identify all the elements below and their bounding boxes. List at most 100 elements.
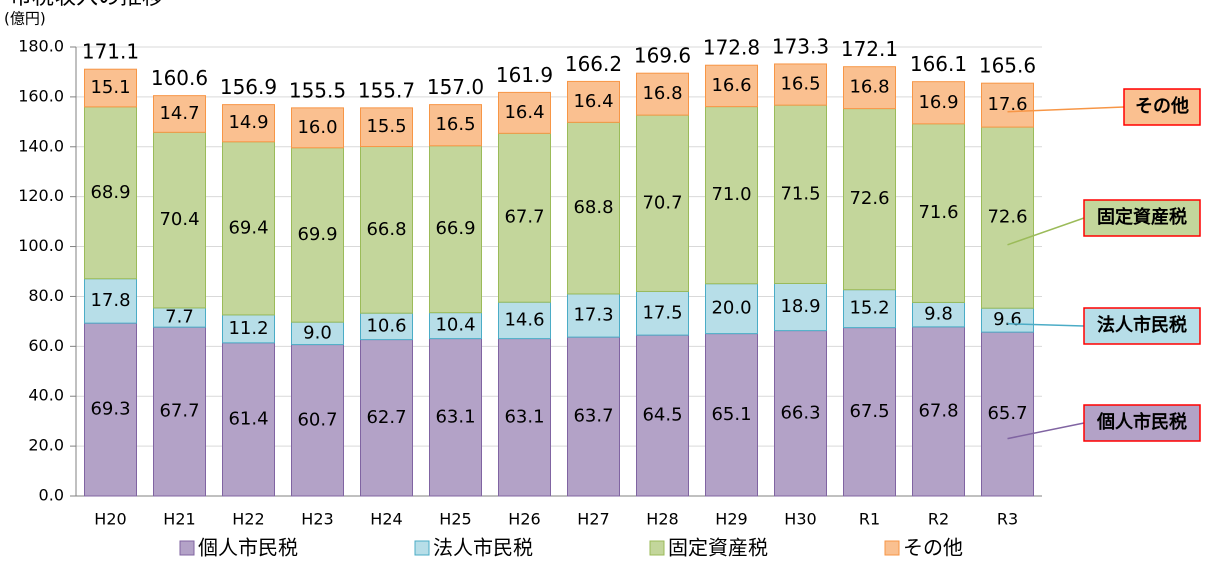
bar-segment bbox=[429, 312, 482, 340]
y-tick-label: 100.0 bbox=[18, 236, 64, 255]
value-label: 66.9 bbox=[435, 218, 475, 239]
value-label: 68.9 bbox=[90, 182, 130, 203]
bar-segment bbox=[705, 64, 758, 108]
bar-segment bbox=[429, 104, 482, 147]
value-label: 70.7 bbox=[642, 192, 682, 213]
value-label: 14.9 bbox=[228, 112, 268, 133]
bar-segment bbox=[429, 145, 482, 314]
y-tick-label: 180.0 bbox=[18, 37, 64, 56]
value-label: 66.8 bbox=[366, 219, 406, 240]
bar-segment bbox=[636, 72, 689, 116]
bar-segment bbox=[222, 314, 275, 344]
total-label: 155.5 bbox=[289, 78, 346, 102]
value-label: 67.7 bbox=[159, 401, 199, 422]
bar-segment bbox=[291, 344, 344, 497]
value-label: 72.6 bbox=[987, 207, 1027, 228]
bar-segment bbox=[912, 81, 965, 125]
value-label: 60.7 bbox=[297, 409, 337, 430]
total-label: 155.7 bbox=[358, 78, 415, 102]
total-label: 169.6 bbox=[634, 44, 691, 68]
value-label: 66.3 bbox=[780, 402, 820, 423]
bar-segment bbox=[843, 108, 896, 291]
total-label: 157.0 bbox=[427, 75, 484, 99]
value-label: 70.4 bbox=[159, 209, 199, 230]
x-tick-label: H24 bbox=[370, 510, 402, 529]
value-label: 63.1 bbox=[435, 406, 475, 427]
bar-segment bbox=[222, 141, 275, 316]
value-label: 17.3 bbox=[573, 305, 613, 326]
total-label: 160.6 bbox=[151, 66, 208, 90]
bar-segment bbox=[291, 147, 344, 323]
legend-swatch bbox=[884, 540, 900, 556]
y-tick-label: 160.0 bbox=[18, 86, 64, 105]
chart-title: 市税収入の推移 bbox=[10, 0, 164, 10]
x-tick-label: H26 bbox=[508, 510, 540, 529]
value-label: 16.8 bbox=[849, 77, 889, 98]
legend-swatch bbox=[414, 540, 430, 556]
total-label: 172.8 bbox=[703, 36, 760, 60]
callout-line bbox=[1007, 217, 1085, 246]
callout-label: その他 bbox=[1135, 95, 1189, 117]
bar-segment bbox=[498, 91, 551, 134]
bar-segment bbox=[981, 331, 1034, 497]
y-tick-label: 0.0 bbox=[39, 486, 64, 505]
total-label: 166.1 bbox=[910, 52, 967, 76]
bar-segment bbox=[843, 66, 896, 110]
legend-label: 個人市民税 bbox=[198, 536, 298, 560]
value-label: 10.6 bbox=[366, 315, 406, 336]
bar-segment bbox=[981, 126, 1034, 309]
bar-segment bbox=[636, 114, 689, 292]
x-tick-label: H21 bbox=[163, 510, 195, 529]
y-tick-label: 40.0 bbox=[28, 386, 64, 405]
value-label: 63.1 bbox=[504, 406, 544, 427]
legend-label: 固定資産税 bbox=[668, 536, 768, 560]
value-label: 69.4 bbox=[228, 217, 268, 238]
bar-segment bbox=[912, 326, 965, 497]
value-label: 16.4 bbox=[573, 91, 613, 112]
x-tick-label: H20 bbox=[94, 510, 126, 529]
total-label: 171.1 bbox=[82, 40, 139, 64]
value-label: 67.8 bbox=[918, 400, 958, 421]
bar-segment bbox=[567, 80, 620, 123]
y-tick-label: 20.0 bbox=[28, 436, 64, 455]
x-tick-label: H27 bbox=[577, 510, 609, 529]
bar-segment bbox=[912, 301, 965, 328]
bar-segment bbox=[705, 283, 758, 335]
callout-box bbox=[1123, 88, 1201, 126]
bar-segment bbox=[84, 322, 137, 497]
value-label: 9.0 bbox=[303, 322, 332, 343]
x-tick-label: R1 bbox=[859, 510, 880, 529]
value-label: 71.5 bbox=[780, 183, 820, 204]
value-label: 17.8 bbox=[90, 290, 130, 311]
bar-segment bbox=[360, 146, 413, 314]
bar-segment bbox=[636, 334, 689, 497]
value-label: 17.6 bbox=[987, 94, 1027, 115]
value-label: 7.7 bbox=[165, 307, 194, 328]
value-label: 69.3 bbox=[90, 399, 130, 420]
value-label: 17.5 bbox=[642, 302, 682, 323]
callout-label: 法人市民税 bbox=[1097, 314, 1187, 336]
x-tick-label: R2 bbox=[928, 510, 949, 529]
bar-segment bbox=[360, 339, 413, 497]
legend-label: 法人市民税 bbox=[433, 536, 533, 560]
value-label: 69.9 bbox=[297, 224, 337, 245]
bar-segment bbox=[981, 82, 1034, 128]
x-tick-label: H28 bbox=[646, 510, 678, 529]
value-label: 16.8 bbox=[642, 83, 682, 104]
value-label: 15.5 bbox=[366, 116, 406, 137]
callout-box bbox=[1083, 404, 1201, 442]
bar-segment bbox=[636, 290, 689, 336]
value-label: 68.8 bbox=[573, 197, 613, 218]
bar-segment bbox=[774, 282, 827, 332]
total-label: 156.9 bbox=[220, 75, 277, 99]
callout-label: 個人市民税 bbox=[1096, 411, 1187, 433]
bar-segment bbox=[498, 132, 551, 303]
y-tick-label: 80.0 bbox=[28, 286, 64, 305]
value-label: 11.2 bbox=[228, 318, 268, 339]
x-tick-label: H29 bbox=[715, 510, 747, 529]
value-label: 16.0 bbox=[297, 117, 337, 138]
value-label: 16.6 bbox=[711, 75, 751, 96]
value-label: 20.0 bbox=[711, 298, 751, 319]
bar-segment bbox=[567, 336, 620, 497]
